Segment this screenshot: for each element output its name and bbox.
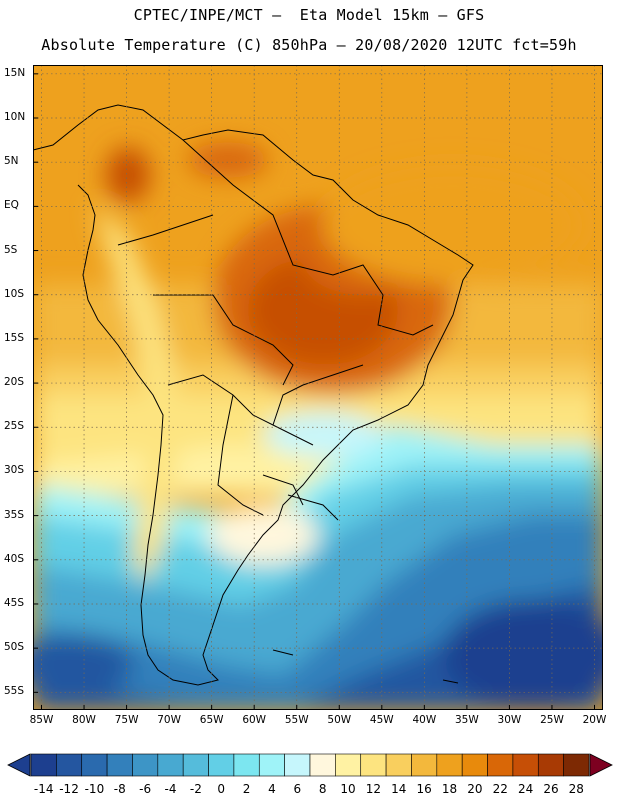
lat-label: 25S	[4, 420, 25, 433]
colorbar-swatch	[208, 753, 235, 777]
title-line-1: CPTEC/INPE/MCT – Eta Model 15km – GFS	[133, 6, 485, 24]
colorbar-label: 4	[268, 782, 276, 796]
lat-lon-grid	[33, 65, 603, 710]
lat-label: 35S	[4, 508, 25, 521]
colorbar-label: 0	[217, 782, 226, 796]
lat-label: 20S	[4, 376, 25, 389]
lon-label: 75W	[114, 714, 139, 726]
colorbar-swatch	[335, 753, 362, 777]
colorbar-label: -8	[113, 782, 126, 796]
colorbar-swatch	[309, 753, 336, 777]
lon-label: 45W	[369, 714, 394, 726]
lat-label: 15N	[4, 66, 26, 79]
lat-label: 15S	[4, 331, 25, 344]
lon-label: 80W	[72, 714, 96, 726]
colorbar-label: 16	[416, 782, 432, 796]
colorbar-label: -12	[59, 782, 79, 796]
lon-label: 40W	[412, 714, 437, 726]
lon-label: 35W	[455, 714, 479, 726]
colorbar-swatch	[30, 753, 57, 777]
colorbar-label: -2	[189, 782, 202, 796]
lat-label: 10N	[4, 111, 26, 123]
map-frame	[33, 65, 603, 710]
colorbar-swatch	[487, 753, 514, 777]
colorbar-label: 26	[543, 782, 559, 796]
temperature-map	[33, 65, 603, 710]
lon-label: 85W	[29, 714, 54, 726]
lon-label: 55W	[284, 714, 309, 726]
colorbar-swatch	[132, 753, 159, 777]
lon-label: 25W	[540, 714, 564, 726]
lon-label: 30W	[497, 714, 522, 726]
lat-label: 30S	[4, 464, 25, 477]
colorbar-label: 28	[568, 782, 584, 796]
colorbar-swatch	[284, 753, 311, 777]
colorbar-label: -6	[139, 782, 152, 796]
colorbar-swatch	[537, 753, 564, 777]
lat-label: 40S	[4, 552, 25, 565]
colorbar-label: 12	[365, 782, 382, 796]
colorbar-label: -4	[164, 782, 177, 796]
colorbar-swatch	[157, 753, 184, 777]
title-line-2: Absolute Temperature (C) 850hPa – 20/08/…	[41, 36, 577, 54]
colorbar-swatch	[106, 753, 133, 777]
temperature-field	[33, 142, 603, 710]
lat-label: 10S	[4, 287, 25, 300]
lon-label: 65W	[199, 714, 224, 726]
colorbar-swatch	[56, 753, 83, 777]
colorbar-label: 24	[517, 782, 534, 796]
colorbar-label: 2	[242, 782, 251, 796]
colorbar-label: -10	[84, 782, 105, 796]
colorbar-label: 8	[318, 782, 327, 796]
lon-label: 70W	[157, 714, 181, 726]
colorbar-swatch	[411, 753, 438, 777]
colorbar-label: 6	[293, 782, 302, 796]
coastline	[33, 104, 474, 686]
lat-label: EQ	[4, 199, 19, 212]
colorbar-low-arrow	[7, 753, 31, 777]
colorbar-swatch	[563, 753, 590, 777]
colorbar-swatch	[233, 753, 260, 777]
lon-label: 60W	[242, 714, 267, 726]
lat-label: 5N	[4, 155, 19, 168]
colorbar-high-arrow	[589, 753, 613, 777]
colorbar-swatch	[258, 753, 285, 777]
colorbar-label: 22	[492, 782, 508, 796]
lat-label: 55S	[4, 685, 25, 698]
lat-label: 50S	[4, 641, 25, 654]
colorbar-swatch	[512, 753, 539, 777]
colorbar	[7, 753, 613, 777]
colorbar-swatch	[182, 753, 209, 777]
colorbar-swatch	[360, 753, 387, 777]
lon-label: 20W	[582, 714, 607, 726]
colorbar-swatch	[436, 753, 463, 777]
colorbar-label: -14	[33, 782, 54, 796]
colorbar-label: 10	[340, 782, 356, 796]
lat-label: 45S	[4, 596, 25, 609]
colorbar-label: 14	[391, 782, 407, 796]
colorbar-swatch	[385, 753, 412, 777]
colorbar-swatch	[461, 753, 488, 777]
lat-label: 5S	[4, 243, 18, 256]
colorbar-label: 18	[441, 782, 458, 796]
axis-ticks	[33, 73, 595, 710]
map-panel	[33, 65, 603, 710]
colorbar-swatch	[81, 753, 108, 777]
lon-label: 50W	[327, 714, 352, 726]
colorbar-label: 20	[467, 782, 483, 796]
